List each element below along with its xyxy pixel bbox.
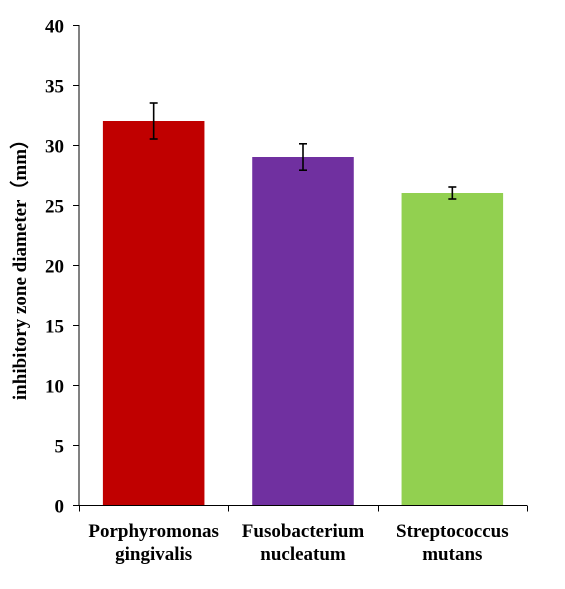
bar (252, 157, 354, 505)
category-label-line: Fusobacterium (242, 521, 365, 542)
category-label-line: nucleatum (260, 544, 346, 565)
category-label: Fusobacterium nucleatum (242, 521, 365, 565)
y-tick-label: 35 (45, 77, 64, 98)
category-label: Streptococcus mutans (396, 521, 509, 565)
category-label: Porphyromonas gingivalis (88, 521, 219, 565)
y-axis: 0 5 10 15 20 25 30 35 40 (45, 17, 80, 518)
y-tick-label: 15 (45, 317, 64, 338)
y-tick-label: 25 (45, 197, 64, 218)
x-axis (79, 505, 528, 512)
y-tick-label: 5 (55, 437, 65, 458)
y-tick-label: 0 (55, 497, 65, 518)
y-tick-label: 10 (45, 377, 64, 398)
bars (102, 121, 504, 505)
y-tick-label: 40 (45, 17, 64, 38)
category-label-line: Porphyromonas (88, 521, 219, 542)
y-tick-label: 20 (45, 257, 64, 278)
y-axis-title: inhibitory zone diameter（mm） (8, 130, 31, 400)
category-label-line: Streptococcus (396, 521, 509, 542)
bar (102, 121, 205, 505)
y-tick-label: 30 (45, 137, 64, 158)
category-labels: Porphyromonas gingivalis Fusobacterium nucl… (88, 521, 508, 565)
category-label-line: gingivalis (115, 544, 192, 565)
error-bars (149, 102, 457, 200)
category-label-line: mutans (422, 544, 482, 565)
bar (401, 193, 504, 505)
